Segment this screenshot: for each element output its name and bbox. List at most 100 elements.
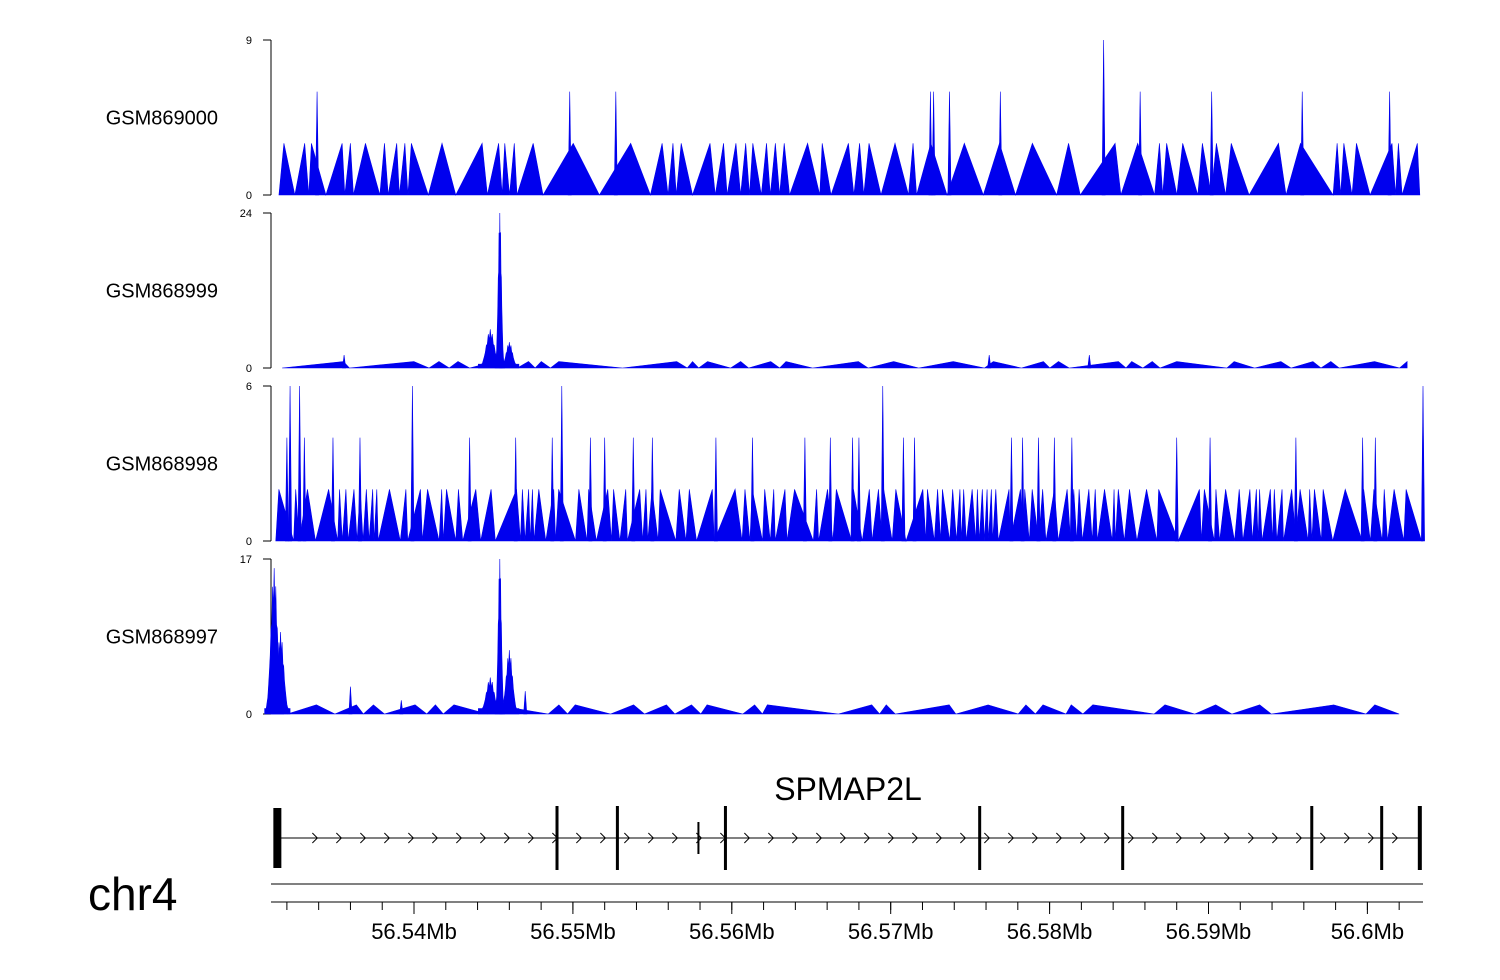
y-axis-max-label: 17 [240, 554, 252, 566]
signal-spike [828, 437, 833, 542]
strand-arrow [960, 832, 967, 844]
signal-peak [494, 559, 505, 715]
signal-spike [1208, 437, 1212, 542]
exon [273, 808, 282, 868]
signal-spike [1020, 437, 1025, 542]
y-axis-max-label: 24 [240, 208, 252, 220]
y-axis-min-label: 0 [246, 190, 252, 202]
signal-spike [931, 91, 936, 196]
strand-arrow [984, 832, 991, 844]
strand-arrow [1128, 832, 1135, 844]
signal-spike [998, 91, 1003, 196]
genome-tick-label: 56.6Mb [1331, 919, 1404, 944]
track-GSM868998: GSM868998 6 0 [106, 381, 1425, 548]
signal-spike [1360, 437, 1365, 542]
strand-arrow [312, 832, 319, 844]
strand-arrow [768, 832, 775, 844]
signal-spike [559, 385, 564, 542]
exon [1380, 806, 1384, 870]
chromosome-label: chr4 [88, 868, 177, 920]
signal-spike [1373, 437, 1378, 542]
data-tracks: GSM86900090GSM868999240GSM86899860GSM868… [106, 35, 1425, 721]
signal-spike [1009, 437, 1014, 542]
strand-arrow [384, 832, 391, 844]
strand-arrow [912, 832, 919, 844]
signal-spike [857, 437, 861, 542]
strand-arrow [936, 832, 943, 844]
signal-spike [631, 437, 636, 542]
exon [1310, 806, 1314, 870]
strand-arrow [1392, 832, 1399, 844]
signal-spike [523, 691, 528, 715]
signal-spike [297, 385, 302, 542]
genome-tick-label: 56.57Mb [848, 919, 934, 944]
genome-tick-label: 56.59Mb [1166, 919, 1252, 944]
signal-spike [358, 437, 362, 542]
signal-spike [987, 355, 992, 369]
signal-spike [850, 437, 855, 542]
signal-spike [1300, 91, 1305, 196]
strand-arrow [1080, 832, 1087, 844]
strand-arrow [744, 832, 751, 844]
signal-baseline [282, 360, 1408, 369]
signal-spike [880, 385, 885, 542]
track-GSM869000: GSM869000 9 0 [106, 35, 1421, 202]
genome-ticks: 56.54Mb 56.55Mb 56.56Mb 56.57Mb 56.58Mb 56.59… [286, 902, 1404, 944]
strand-arrow [1152, 832, 1159, 844]
exon [555, 806, 559, 870]
signal-spike [284, 437, 289, 542]
strand-arrow [1224, 832, 1231, 844]
signal-peak [499, 342, 520, 369]
strand-arrow [1104, 832, 1111, 844]
signal-spike [1138, 91, 1143, 196]
gene-annotation-track: SPMAP2L [273, 771, 1422, 870]
track-label: GSM868999 [106, 281, 218, 303]
signal-spike [1069, 437, 1074, 542]
strand-arrow [432, 832, 439, 844]
signal-spike [302, 437, 307, 542]
signal-spike [901, 437, 906, 542]
exon [978, 806, 982, 870]
strand-arrow [624, 832, 631, 844]
y-axis-max-label: 9 [246, 35, 252, 47]
signal-spike [613, 91, 618, 196]
strand-arrow [1032, 832, 1039, 844]
strand-arrow [576, 832, 583, 844]
track-label: GSM869000 [106, 108, 218, 130]
track-label: GSM868998 [106, 454, 218, 476]
signal-spike [802, 437, 807, 542]
strand-arrow [648, 832, 655, 844]
signal-spike [928, 91, 933, 196]
signal-spike [348, 686, 353, 715]
strand-arrow [1200, 832, 1207, 844]
signal-spike [1209, 91, 1214, 196]
strand-arrow [600, 832, 607, 844]
signal-spike [1052, 437, 1057, 542]
signal-spike [1174, 437, 1179, 542]
signal-peak [494, 213, 505, 369]
genome-tick-label: 56.55Mb [530, 919, 616, 944]
signal-spike [288, 385, 292, 542]
strand-arrow [864, 832, 871, 844]
strand-arrow [1008, 832, 1015, 844]
strand-arrow [336, 832, 343, 844]
exon [697, 822, 700, 854]
genome-tick-label: 56.56Mb [689, 919, 775, 944]
track-GSM868997: GSM868997 17 0 [106, 554, 1400, 721]
signal-peak [499, 650, 520, 715]
strand-arrow [1368, 832, 1375, 844]
signal-baseline [278, 142, 1421, 197]
track-label: GSM868997 [106, 627, 218, 649]
signal-spike [513, 437, 518, 542]
signal-spike [750, 437, 755, 542]
signal-spike [315, 91, 319, 196]
y-axis-min-label: 0 [246, 709, 252, 721]
signal-baseline [275, 488, 1424, 543]
strand-arrow [816, 832, 823, 844]
strand-arrow [888, 832, 895, 844]
exon [615, 806, 619, 870]
track-GSM868999: GSM868999 24 0 [106, 208, 1408, 375]
strand-arrow [408, 832, 415, 844]
signal-spike [602, 437, 607, 542]
strand-arrow [360, 832, 367, 844]
